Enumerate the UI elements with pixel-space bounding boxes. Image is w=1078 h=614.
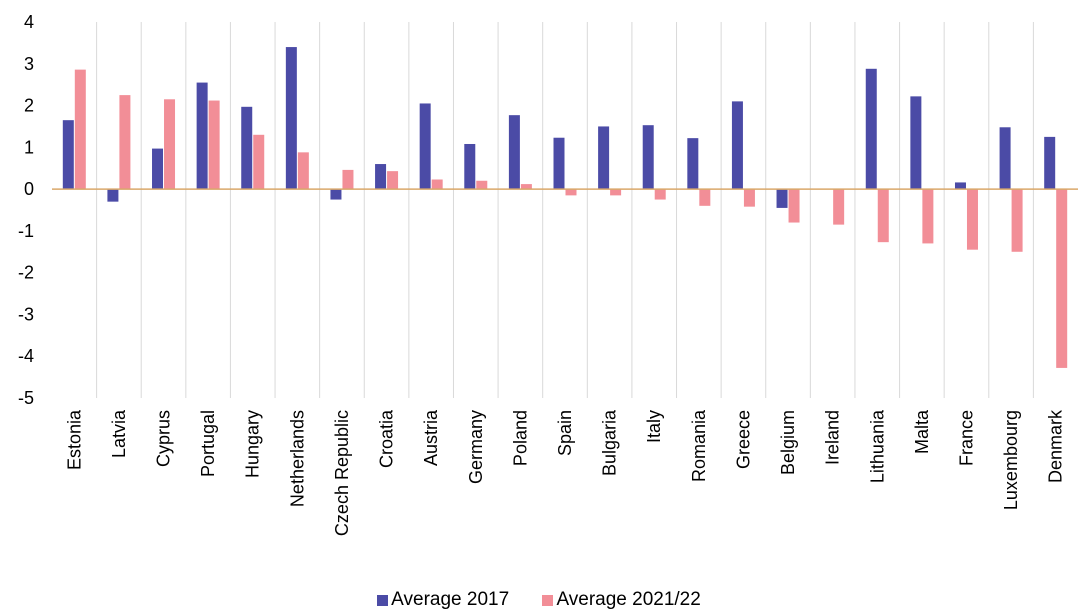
legend: Average 2017 Average 2021/22 xyxy=(0,588,1078,613)
bar-series-2 xyxy=(387,171,399,190)
bar-series-1 xyxy=(196,82,208,190)
bar-series-2 xyxy=(208,100,220,190)
bars xyxy=(62,47,1068,368)
x-tick-label: Cyprus xyxy=(154,410,174,467)
bar-series-2 xyxy=(966,189,978,250)
bar-series-1 xyxy=(776,189,788,208)
bar-series-1 xyxy=(62,120,74,190)
x-tick-label: Denmark xyxy=(1046,409,1066,483)
bar-series-1 xyxy=(464,143,476,190)
x-tick-label: Belgium xyxy=(778,410,798,475)
bar-series-1 xyxy=(419,103,431,190)
x-tick-label: Croatia xyxy=(377,409,397,468)
bar-chart-svg: 4 3 2 1 0 -1 -2 -3 -4 -5 Estonia Latvia Cyprus Portu… xyxy=(18,12,1078,536)
y-tick-label: 2 xyxy=(24,96,34,116)
bar-series-2 xyxy=(610,189,622,196)
gridlines xyxy=(96,22,1034,398)
y-tick-label: 0 xyxy=(24,179,34,199)
bar-series-2 xyxy=(1011,189,1023,252)
bar-series-2 xyxy=(342,169,354,190)
x-tick-label: Luxembourg xyxy=(1001,410,1021,510)
x-tick-label: Poland xyxy=(510,410,530,466)
y-axis-ticks: 4 3 2 1 0 -1 -2 -3 -4 -5 xyxy=(18,12,34,408)
bar-series-2 xyxy=(520,184,532,190)
bar-series-2 xyxy=(119,95,131,190)
legend-label: Average 2021/22 xyxy=(556,589,701,610)
legend-swatch xyxy=(377,594,389,606)
x-tick-label: Germany xyxy=(466,410,486,484)
bar-series-2 xyxy=(476,180,488,190)
y-tick-label: 4 xyxy=(24,12,34,32)
bar-series-2 xyxy=(654,189,666,200)
bar-series-1 xyxy=(598,126,610,190)
bar-series-1 xyxy=(375,164,387,190)
x-tick-label: Estonia xyxy=(64,409,84,470)
bar-series-1 xyxy=(731,101,743,190)
bar-series-2 xyxy=(74,69,86,190)
bar-series-2 xyxy=(1056,189,1068,368)
y-tick-label: 3 xyxy=(24,54,34,74)
x-tick-label: Austria xyxy=(421,409,441,466)
y-tick-label: -5 xyxy=(18,388,34,408)
bar-series-2 xyxy=(565,189,577,196)
bar-series-2 xyxy=(788,189,800,223)
legend-label: Average 2017 xyxy=(391,589,510,610)
bar-series-2 xyxy=(922,189,934,244)
y-tick-label: 1 xyxy=(24,137,34,157)
x-tick-label: Spain xyxy=(555,410,575,456)
y-tick-label: -1 xyxy=(18,221,34,241)
bar-series-2 xyxy=(164,99,176,190)
x-tick-label: Portugal xyxy=(198,410,218,477)
y-tick-label: -2 xyxy=(18,263,34,283)
bar-series-2 xyxy=(297,152,309,190)
bar-series-1 xyxy=(910,96,922,190)
bar-series-1 xyxy=(865,68,877,190)
legend-swatch xyxy=(542,594,554,606)
x-tick-label: Lithuania xyxy=(867,409,887,483)
bar-series-2 xyxy=(743,189,755,207)
bar-series-2 xyxy=(699,189,711,206)
x-tick-label: France xyxy=(956,410,976,466)
x-tick-label: Bulgaria xyxy=(600,409,620,476)
x-tick-label: Hungary xyxy=(243,410,263,478)
bar-series-2 xyxy=(253,134,265,190)
bar-series-1 xyxy=(999,127,1011,190)
bar-series-1 xyxy=(954,182,966,190)
bar-series-1 xyxy=(152,148,164,190)
y-tick-label: -3 xyxy=(18,304,34,324)
y-tick-label: -4 xyxy=(18,346,34,366)
bar-series-1 xyxy=(241,106,253,190)
bar-series-2 xyxy=(877,189,889,243)
x-tick-label: Netherlands xyxy=(287,410,307,507)
legend-item-series-2: Average 2021/22 xyxy=(542,588,701,612)
bar-series-1 xyxy=(1044,136,1056,190)
x-tick-label: Romania xyxy=(689,409,709,482)
bar-series-2 xyxy=(833,189,845,225)
bar-series-1 xyxy=(687,138,699,190)
bar-series-1 xyxy=(553,137,565,190)
x-tick-label: Latvia xyxy=(109,409,129,458)
bar-series-1 xyxy=(508,115,520,190)
bar-series-1 xyxy=(330,189,342,200)
x-tick-label: Greece xyxy=(733,410,753,469)
x-axis-labels: Estonia Latvia Cyprus Portugal Hungary Nether… xyxy=(64,409,1065,536)
x-tick-label: Malta xyxy=(912,409,932,454)
bar-series-1 xyxy=(285,47,297,190)
x-tick-label: Italy xyxy=(644,410,664,443)
bar-series-2 xyxy=(431,179,443,190)
legend-item-series-1: Average 2017 xyxy=(377,588,509,612)
x-tick-label: Czech Republic xyxy=(332,410,352,536)
x-tick-label: Ireland xyxy=(823,410,843,465)
bar-series-1 xyxy=(642,125,654,190)
bar-series-1 xyxy=(107,189,119,202)
